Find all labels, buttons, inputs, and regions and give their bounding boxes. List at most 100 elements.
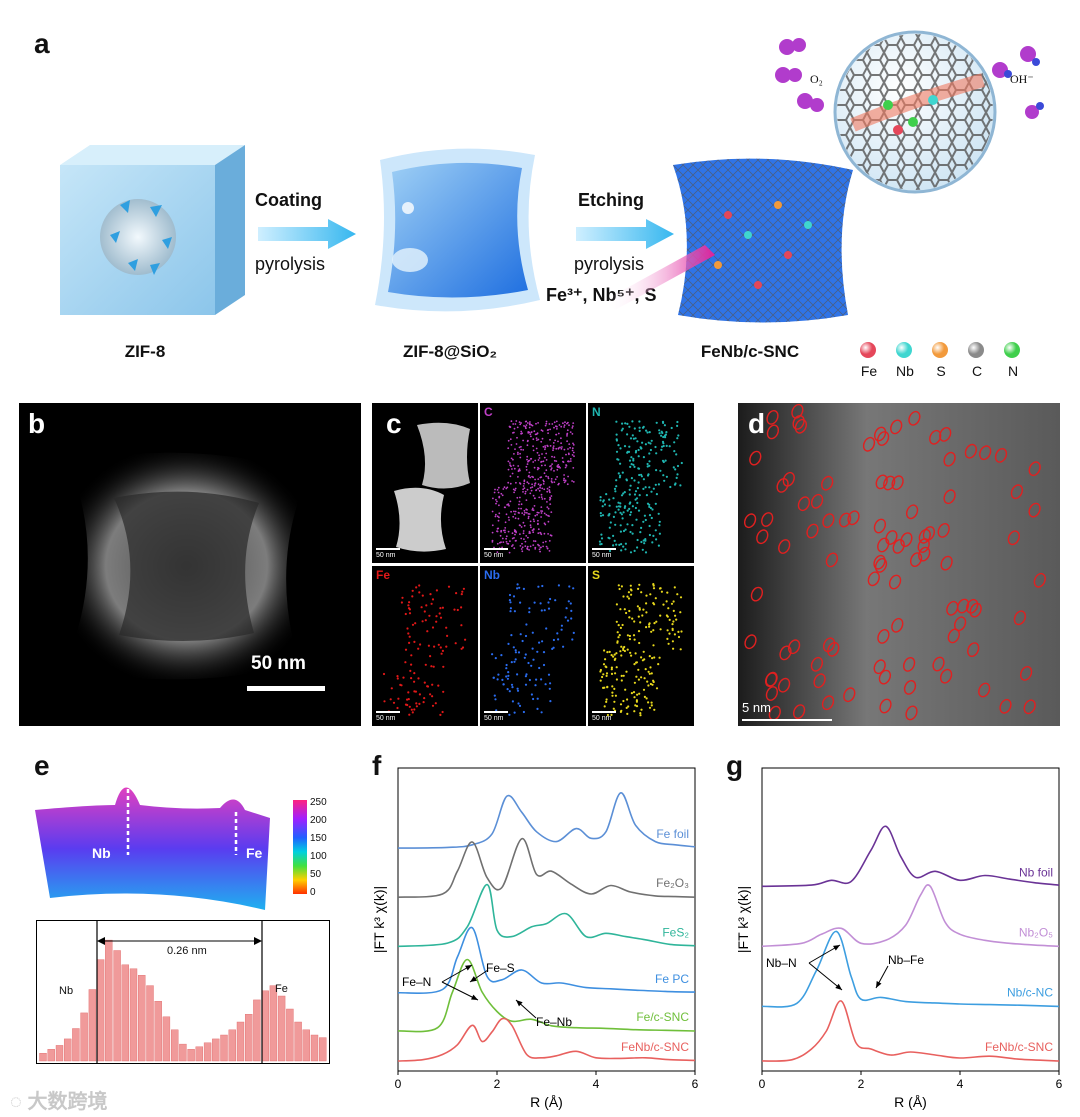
series-line-1 bbox=[761, 884, 1060, 948]
eds-map-label: Fe bbox=[376, 568, 391, 582]
single-atom-marker bbox=[956, 598, 970, 614]
fenb-csnc-illustration bbox=[668, 135, 858, 330]
plot-frame bbox=[761, 767, 1060, 1072]
panel-f-chart: Fe foil Fe₂O₃ FeS₂ Fe PC Fe/c-SNC FeNb/c-SNC 0… bbox=[360, 760, 705, 1110]
profile-bar bbox=[64, 1038, 72, 1062]
single-atom-marker bbox=[966, 598, 979, 614]
single-atom-marker bbox=[766, 410, 779, 425]
profile-bar bbox=[96, 959, 105, 1062]
x-tick-label: 4 bbox=[593, 1077, 600, 1091]
panel-d-scale-text: 5 nm bbox=[742, 700, 771, 715]
single-atom-marker bbox=[903, 680, 917, 695]
profile-bar bbox=[236, 1021, 245, 1062]
panel-label-c: c bbox=[386, 408, 402, 439]
panel-d-acstem-image: 5 nm bbox=[738, 403, 1060, 726]
series-label: Nb₂O₅ bbox=[1019, 925, 1053, 939]
single-atom-marker bbox=[932, 656, 945, 672]
annotation-arrow bbox=[808, 962, 843, 991]
arrow2-bottom-text: pyrolysis bbox=[574, 254, 645, 274]
eds-scale-bar bbox=[484, 711, 508, 713]
profile-bar bbox=[39, 1052, 47, 1062]
single-atom-marker bbox=[999, 698, 1012, 714]
series-line-3 bbox=[397, 926, 696, 994]
surface-nb-label: Nb bbox=[92, 845, 111, 861]
legend-fe-label: Fe bbox=[860, 363, 878, 379]
profile-fe-label: Fe bbox=[275, 983, 288, 995]
profile-bar bbox=[170, 1029, 179, 1062]
single-atom-marker bbox=[877, 629, 890, 644]
colorbar-tick: 0 bbox=[310, 887, 316, 898]
single-atom-marker bbox=[888, 574, 902, 590]
panel-b-haadf-image: 50 nm bbox=[19, 403, 361, 726]
surface-fe-label: Fe bbox=[246, 845, 263, 861]
panel-b-scale-bar bbox=[247, 686, 325, 691]
single-atom-marker bbox=[778, 539, 791, 554]
legend-n-dot bbox=[1004, 342, 1020, 358]
single-atom-marker bbox=[905, 504, 919, 520]
o2-label: O₂ bbox=[810, 72, 823, 86]
profile-bar bbox=[286, 1008, 294, 1062]
arrow2-top-text: Etching bbox=[578, 190, 644, 210]
graphene-zoom-bubble bbox=[833, 30, 998, 195]
profile-bar bbox=[302, 1029, 310, 1062]
legend-s-label: S bbox=[936, 363, 946, 379]
eds-scale-text: 50 nm bbox=[484, 715, 504, 722]
eds-scale-text: 50 nm bbox=[376, 552, 396, 559]
single-atom-marker bbox=[892, 539, 905, 554]
single-atom-marker bbox=[929, 429, 942, 445]
single-atom-marker bbox=[743, 513, 757, 529]
profile-bar bbox=[137, 975, 146, 1062]
colorbar-tick: 50 bbox=[310, 869, 322, 880]
single-atom-marker bbox=[827, 641, 840, 657]
single-atom-marker bbox=[756, 529, 769, 545]
legend-n-label: N bbox=[1007, 363, 1019, 379]
single-atom-marker bbox=[1007, 530, 1020, 546]
single-atom-marker bbox=[1013, 610, 1027, 626]
eds-map-nb: Nb 50 nm bbox=[480, 566, 586, 726]
series-label: Fe foil bbox=[656, 827, 689, 841]
plot-frame bbox=[397, 767, 696, 1072]
profile-nb-label: Nb bbox=[59, 985, 74, 997]
legend-s-dot bbox=[932, 342, 948, 358]
series-label: Nb/c-NC bbox=[1007, 985, 1053, 999]
eds-scale-bar bbox=[592, 548, 616, 550]
colorbar-tick: 200 bbox=[310, 815, 327, 826]
single-atom-marker bbox=[918, 528, 931, 544]
single-atom-marker bbox=[908, 410, 921, 426]
legend-c-dot bbox=[968, 342, 984, 358]
single-atom-marker bbox=[838, 512, 852, 528]
panel-c-eds-maps: 50 nm C 50 nm N 50 nm Fe 50 nm Nb 50 nm S 50 nm bbox=[372, 403, 697, 726]
single-atom-marker bbox=[821, 475, 834, 491]
watermark-text: 大数跨境 bbox=[27, 1091, 108, 1113]
arrow1-bottom-text: pyrolysis bbox=[255, 254, 326, 274]
profile-bar bbox=[319, 1037, 327, 1062]
annotation-label: Nb–N bbox=[766, 956, 797, 970]
profile-bar bbox=[113, 950, 121, 1062]
arrow1-icon bbox=[258, 219, 358, 254]
legend-fe-dot bbox=[860, 342, 876, 358]
single-atom-marker bbox=[1023, 699, 1036, 715]
panel-e-3d-surface: Nb Fe bbox=[30, 770, 290, 910]
single-atom-marker bbox=[885, 530, 898, 545]
x-tick-label: 6 bbox=[1056, 1077, 1063, 1091]
panel-e-line-profile: Nb Fe 0.26 nm bbox=[36, 920, 330, 1064]
y-axis-label: |FT k³ χ(k)| bbox=[735, 886, 751, 953]
eds-map-label: S bbox=[592, 568, 601, 582]
profile-bar bbox=[187, 1049, 195, 1062]
profile-bar bbox=[253, 999, 261, 1062]
single-atom-marker bbox=[843, 687, 856, 703]
single-atom-marker bbox=[1028, 461, 1041, 477]
single-atom-marker bbox=[806, 523, 819, 539]
single-atom-marker bbox=[1028, 502, 1041, 518]
series-line-1 bbox=[397, 837, 696, 898]
single-atom-marker bbox=[744, 634, 757, 650]
single-atom-marker bbox=[873, 554, 886, 570]
zif8-cube-illustration bbox=[50, 145, 250, 320]
single-atom-marker bbox=[918, 546, 931, 562]
single-atom-marker bbox=[1019, 666, 1033, 681]
series-label: Nb foil bbox=[1019, 865, 1053, 879]
single-atom-marker bbox=[782, 471, 795, 487]
single-atom-marker bbox=[939, 427, 952, 442]
single-atom-marker bbox=[978, 682, 991, 698]
series-label: Fe/c-SNC bbox=[636, 1010, 689, 1024]
